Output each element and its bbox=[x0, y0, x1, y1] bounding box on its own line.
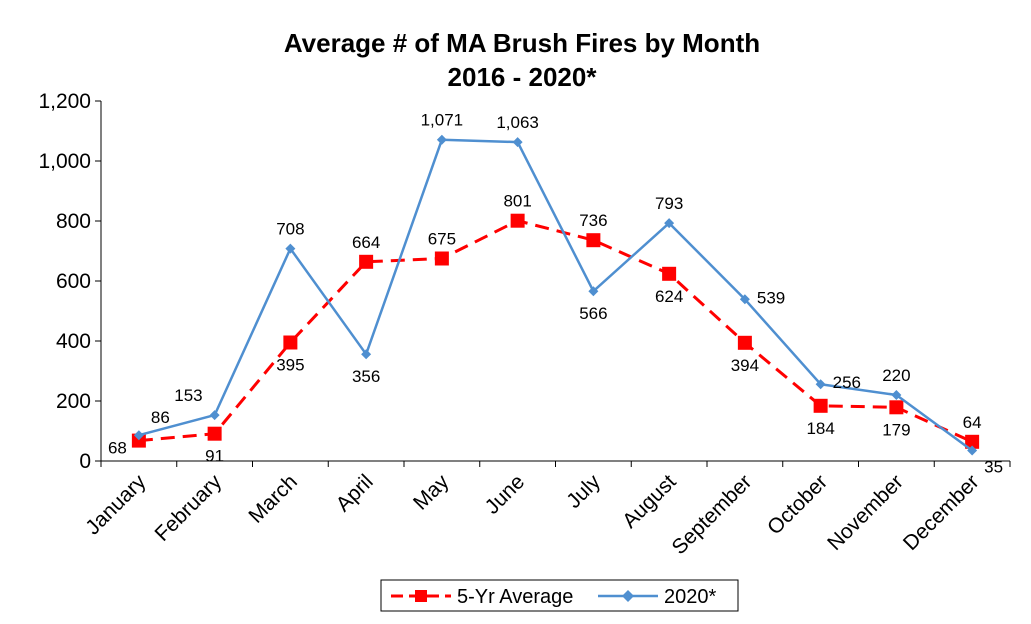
x-tick-label: April bbox=[332, 470, 378, 516]
data-label: 395 bbox=[276, 356, 304, 375]
data-label: 256 bbox=[833, 373, 861, 392]
data-label: 153 bbox=[174, 386, 202, 405]
data-label: 736 bbox=[579, 211, 607, 230]
series-line-0 bbox=[138, 219, 973, 444]
legend-marker-2020 bbox=[622, 590, 634, 602]
chart-subtitle: 2016 - 2020* bbox=[448, 62, 598, 92]
data-label: 624 bbox=[655, 287, 683, 306]
data-label: 220 bbox=[882, 366, 910, 385]
data-label: 1,063 bbox=[496, 113, 539, 132]
data-label: 68 bbox=[108, 439, 127, 458]
x-tick-label: May bbox=[409, 470, 454, 515]
data-point bbox=[815, 379, 826, 390]
data-point bbox=[813, 398, 828, 413]
data-point bbox=[967, 445, 978, 456]
data-label: 86 bbox=[151, 408, 170, 427]
data-label: 184 bbox=[806, 419, 834, 438]
series-layer bbox=[131, 134, 980, 456]
y-tick-label: 600 bbox=[56, 270, 91, 293]
legend-label-2020: 2020* bbox=[664, 586, 716, 608]
x-tick-label: November bbox=[823, 470, 908, 555]
data-point bbox=[586, 233, 601, 248]
data-point bbox=[209, 410, 220, 421]
data-point bbox=[434, 251, 449, 266]
legend: 5-Yr Average 2020* bbox=[380, 579, 739, 612]
x-tick-label: February bbox=[150, 470, 226, 546]
chart-title: Average # of MA Brush Fires by Month bbox=[284, 28, 760, 58]
y-axis: 0 200 400 600 800 1,000 1,200 bbox=[38, 90, 102, 473]
y-tick-label: 200 bbox=[56, 390, 91, 413]
data-label: 91 bbox=[205, 447, 224, 466]
data-point bbox=[737, 335, 752, 350]
data-label: 35 bbox=[984, 458, 1003, 477]
data-label: 664 bbox=[352, 233, 380, 252]
legend-marker-5yr bbox=[415, 590, 427, 602]
data-label: 394 bbox=[731, 356, 759, 375]
y-tick-label: 1,200 bbox=[38, 90, 91, 113]
legend-label-5yr: 5-Yr Average bbox=[457, 586, 573, 608]
y-tick-label: 400 bbox=[56, 330, 91, 353]
y-tick-label: 1,000 bbox=[38, 150, 91, 173]
x-tick-label: March bbox=[244, 470, 302, 528]
data-point bbox=[361, 349, 372, 360]
x-tick-label: January bbox=[81, 470, 150, 539]
data-point bbox=[359, 254, 374, 269]
data-point bbox=[588, 286, 599, 297]
data-point bbox=[131, 433, 146, 448]
data-point bbox=[133, 430, 144, 441]
x-axis: January February March April May June July Augu… bbox=[81, 460, 1011, 559]
data-label: 708 bbox=[276, 220, 304, 239]
data-label: 64 bbox=[963, 413, 982, 432]
data-point bbox=[207, 426, 222, 441]
data-label: 801 bbox=[503, 192, 531, 211]
data-label: 675 bbox=[428, 230, 456, 249]
data-label: 793 bbox=[655, 194, 683, 213]
x-tick-label: June bbox=[481, 470, 529, 518]
x-tick-label: September bbox=[668, 470, 757, 559]
x-tick-label: August bbox=[618, 470, 681, 533]
data-point bbox=[510, 213, 525, 228]
data-point bbox=[285, 243, 296, 254]
x-tick-label: October bbox=[763, 470, 832, 539]
data-point bbox=[512, 137, 523, 148]
series-line-1 bbox=[138, 138, 973, 452]
data-point bbox=[662, 266, 677, 281]
y-tick-label: 0 bbox=[79, 450, 91, 473]
data-point bbox=[283, 335, 298, 350]
legend-box bbox=[380, 579, 739, 612]
x-tick-label: July bbox=[562, 470, 605, 513]
data-point bbox=[739, 294, 750, 305]
data-label: 539 bbox=[757, 288, 785, 307]
y-tick-label: 800 bbox=[56, 210, 91, 233]
data-label: 179 bbox=[882, 420, 910, 439]
data-label: 1,071 bbox=[421, 111, 464, 130]
data-label: 566 bbox=[579, 304, 607, 323]
data-point bbox=[436, 134, 447, 145]
x-tick-label: December bbox=[899, 470, 984, 555]
data-label: 356 bbox=[352, 367, 380, 386]
data-point bbox=[891, 390, 902, 400]
data-point bbox=[965, 434, 980, 449]
data-point bbox=[664, 218, 675, 229]
data-point bbox=[889, 400, 904, 415]
